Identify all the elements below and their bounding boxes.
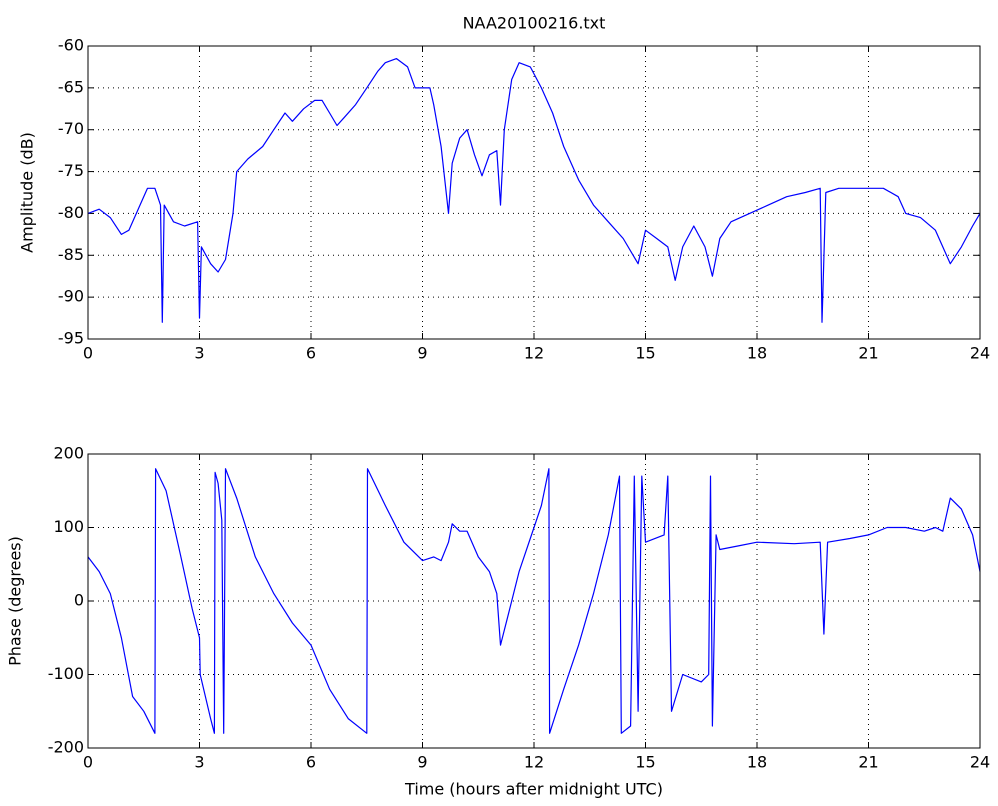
x-axis-label: Time (hours after midnight UTC)	[404, 780, 663, 799]
y-tick-label: -70	[58, 119, 84, 138]
x-tick-label: 9	[417, 344, 427, 363]
x-tick-label: 21	[858, 753, 878, 772]
y-tick-label: 200	[53, 444, 84, 463]
x-tick-label: 24	[970, 344, 990, 363]
y-tick-label: -65	[58, 77, 84, 96]
x-tick-label: 0	[83, 753, 93, 772]
y-tick-label: -90	[58, 287, 84, 306]
data-line	[87, 58, 981, 323]
y-axis-label: Amplitude (dB)	[18, 132, 37, 253]
data-line	[87, 468, 981, 734]
x-tick-label: 6	[306, 344, 316, 363]
y-tick-label: -60	[58, 36, 84, 55]
x-tick-label: 15	[635, 753, 655, 772]
x-tick-label: 12	[524, 753, 544, 772]
y-tick-label: -75	[58, 161, 84, 180]
x-tick-label: 15	[635, 344, 655, 363]
y-tick-label: -95	[58, 329, 84, 348]
y-tick-label: -80	[58, 203, 84, 222]
y-tick-label: -85	[58, 245, 84, 264]
x-tick-label: 18	[747, 344, 767, 363]
chart-title: NAA20100216.txt	[463, 14, 606, 33]
x-tick-label: 0	[83, 344, 93, 363]
x-tick-label: 21	[858, 344, 878, 363]
x-tick-label: 24	[970, 753, 990, 772]
x-tick-label: 3	[194, 344, 204, 363]
x-tick-label: 9	[417, 753, 427, 772]
axes-frame	[87, 45, 981, 340]
y-tick-label: -100	[48, 664, 84, 683]
x-tick-label: 3	[194, 753, 204, 772]
x-tick-label: 6	[306, 753, 316, 772]
y-axis-label: Phase (degrees)	[6, 536, 25, 666]
y-tick-label: -200	[48, 738, 84, 757]
axes-frame	[87, 453, 981, 749]
y-tick-label: 0	[74, 591, 84, 610]
plot-area	[88, 46, 980, 339]
y-tick-label: 100	[53, 517, 84, 536]
x-tick-label: 12	[524, 344, 544, 363]
x-tick-label: 18	[747, 753, 767, 772]
